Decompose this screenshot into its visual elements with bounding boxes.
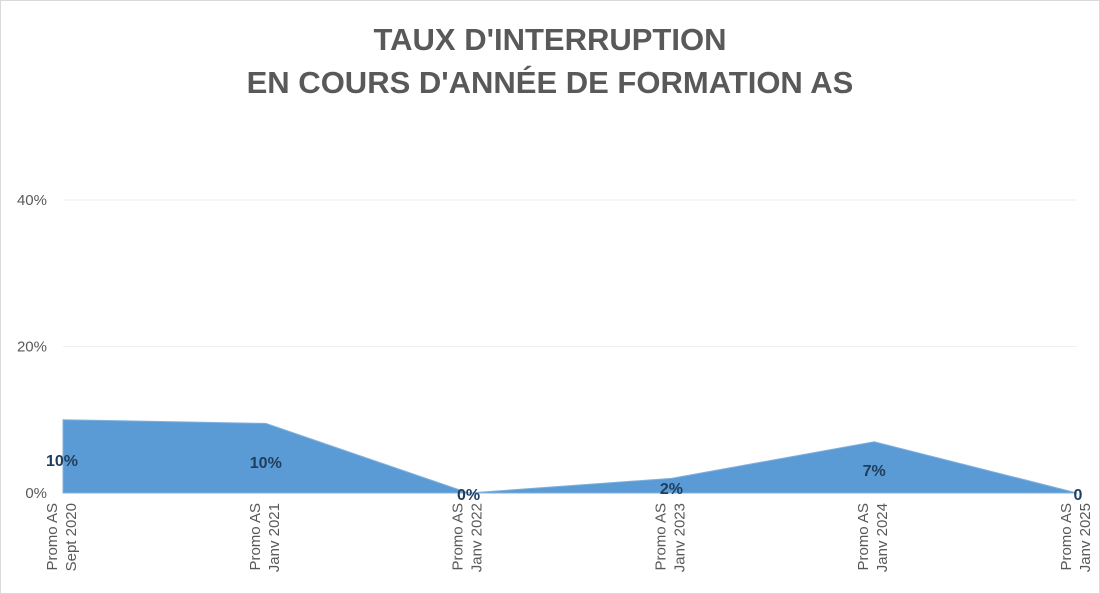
chart-title-line-1: TAUX D'INTERRUPTION bbox=[374, 22, 727, 57]
data-label-4: 7% bbox=[863, 463, 886, 480]
y-tick-label-1: 20% bbox=[17, 339, 47, 356]
x-category-2-line-0: Promo AS bbox=[450, 503, 467, 571]
x-category-3-line-0: Promo AS bbox=[652, 503, 669, 571]
x-category-3-line-1: Janv 2023 bbox=[671, 503, 688, 572]
x-category-3: Promo AS Janv 2023 bbox=[652, 503, 688, 572]
data-labels: 10% 10% 0% 2% 7% 0 bbox=[46, 453, 1083, 504]
x-category-4-line-0: Promo AS bbox=[855, 503, 872, 571]
x-category-4-line-1: Janv 2024 bbox=[874, 503, 891, 572]
data-label-2: 0% bbox=[457, 487, 480, 504]
x-category-1: Promo AS Janv 2021 bbox=[247, 503, 283, 572]
x-category-0-line-0: Promo AS bbox=[44, 503, 61, 571]
y-axis-ticks: 0% 20% 40% bbox=[17, 192, 47, 502]
x-category-0-line-1: Sept 2020 bbox=[63, 503, 80, 571]
x-category-0: Promo AS Sept 2020 bbox=[44, 503, 80, 571]
x-category-4: Promo AS Janv 2024 bbox=[855, 503, 891, 572]
data-label-0: 10% bbox=[46, 453, 78, 470]
x-category-2-line-1: Janv 2022 bbox=[469, 503, 486, 572]
x-category-1-line-1: Janv 2021 bbox=[266, 503, 283, 572]
data-label-3: 2% bbox=[660, 481, 683, 498]
area-series-fill bbox=[62, 419, 1078, 494]
data-label-1: 10% bbox=[250, 455, 282, 472]
y-tick-label-0: 0% bbox=[25, 485, 47, 502]
x-category-2: Promo AS Janv 2022 bbox=[450, 503, 486, 572]
chart-title-line-2: EN COURS D'ANNÉE DE FORMATION AS bbox=[247, 65, 854, 100]
x-axis-categories: Promo AS Sept 2020 Promo AS Janv 2021 Promo … bbox=[44, 503, 1094, 572]
y-tick-label-2: 40% bbox=[17, 192, 47, 209]
x-category-5-line-1: Janv 2025 bbox=[1077, 503, 1094, 572]
x-category-5-line-0: Promo AS bbox=[1058, 503, 1075, 571]
data-label-5: 0 bbox=[1074, 487, 1083, 504]
x-category-5: Promo AS Janv 2025 bbox=[1058, 503, 1094, 572]
x-category-1-line-0: Promo AS bbox=[247, 503, 264, 571]
area-series bbox=[62, 419, 1078, 494]
